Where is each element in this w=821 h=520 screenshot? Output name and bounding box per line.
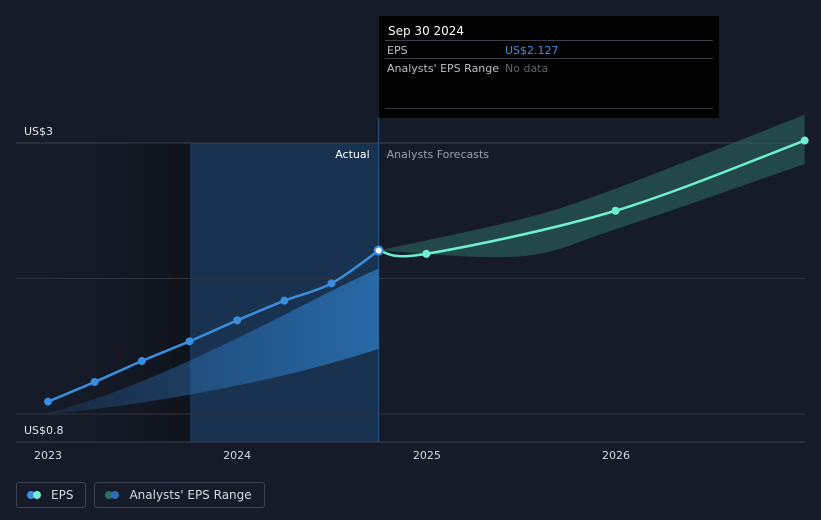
eps-forecast-point <box>800 136 809 145</box>
tooltip-range-row: Analysts' EPS Range No data <box>385 58 713 77</box>
y-axis-label-bottom: US$0.8 <box>24 424 64 437</box>
legend-range-label: Analysts' EPS Range <box>129 488 252 502</box>
actual-region-label: Actual <box>335 148 369 161</box>
eps-point <box>233 316 242 325</box>
x-tick-label: 2025 <box>413 449 441 462</box>
eps-point <box>90 377 99 386</box>
tooltip-divider <box>385 108 713 109</box>
eps-point <box>185 337 194 346</box>
x-tick-label: 2023 <box>34 449 62 462</box>
eps-line <box>47 249 380 403</box>
eps-point <box>327 279 336 288</box>
tooltip: Sep 30 2024 EPS US$2.127 Analysts' EPS R… <box>379 16 719 118</box>
legend-range-swatch <box>105 490 121 500</box>
tooltip-eps-row: EPS US$2.127 <box>385 40 713 59</box>
tooltip-eps-value: US$2.127 <box>505 44 559 57</box>
legend-item-eps[interactable]: EPS <box>16 482 87 508</box>
eps-point <box>44 397 52 406</box>
legend-item-eps-range[interactable]: Analysts' EPS Range <box>94 482 265 508</box>
eps-forecast-point <box>611 206 620 215</box>
eps-highlight-point <box>373 245 384 256</box>
x-tick-label: 2026 <box>602 449 630 462</box>
legend-eps-label: EPS <box>51 488 74 502</box>
forecast-region-label: Analysts Forecasts <box>387 148 490 161</box>
y-axis-label-top: US$3 <box>24 125 53 138</box>
tooltip-range-value: No data <box>505 62 549 75</box>
eps-point <box>280 296 289 305</box>
tooltip-date: Sep 30 2024 <box>388 24 465 38</box>
tooltip-range-label: Analysts' EPS Range <box>387 62 500 75</box>
actual-eps-range-band <box>48 268 379 414</box>
x-tick-label: 2024 <box>223 449 251 462</box>
legend: EPS Analysts' EPS Range <box>16 482 265 510</box>
eps-forecast-point <box>422 249 431 258</box>
eps-forecast-line <box>378 139 806 258</box>
tooltip-eps-label: EPS <box>387 44 408 57</box>
legend-eps-swatch <box>27 490 43 500</box>
forecast-eps-range-band <box>378 114 805 258</box>
eps-point <box>137 357 146 366</box>
